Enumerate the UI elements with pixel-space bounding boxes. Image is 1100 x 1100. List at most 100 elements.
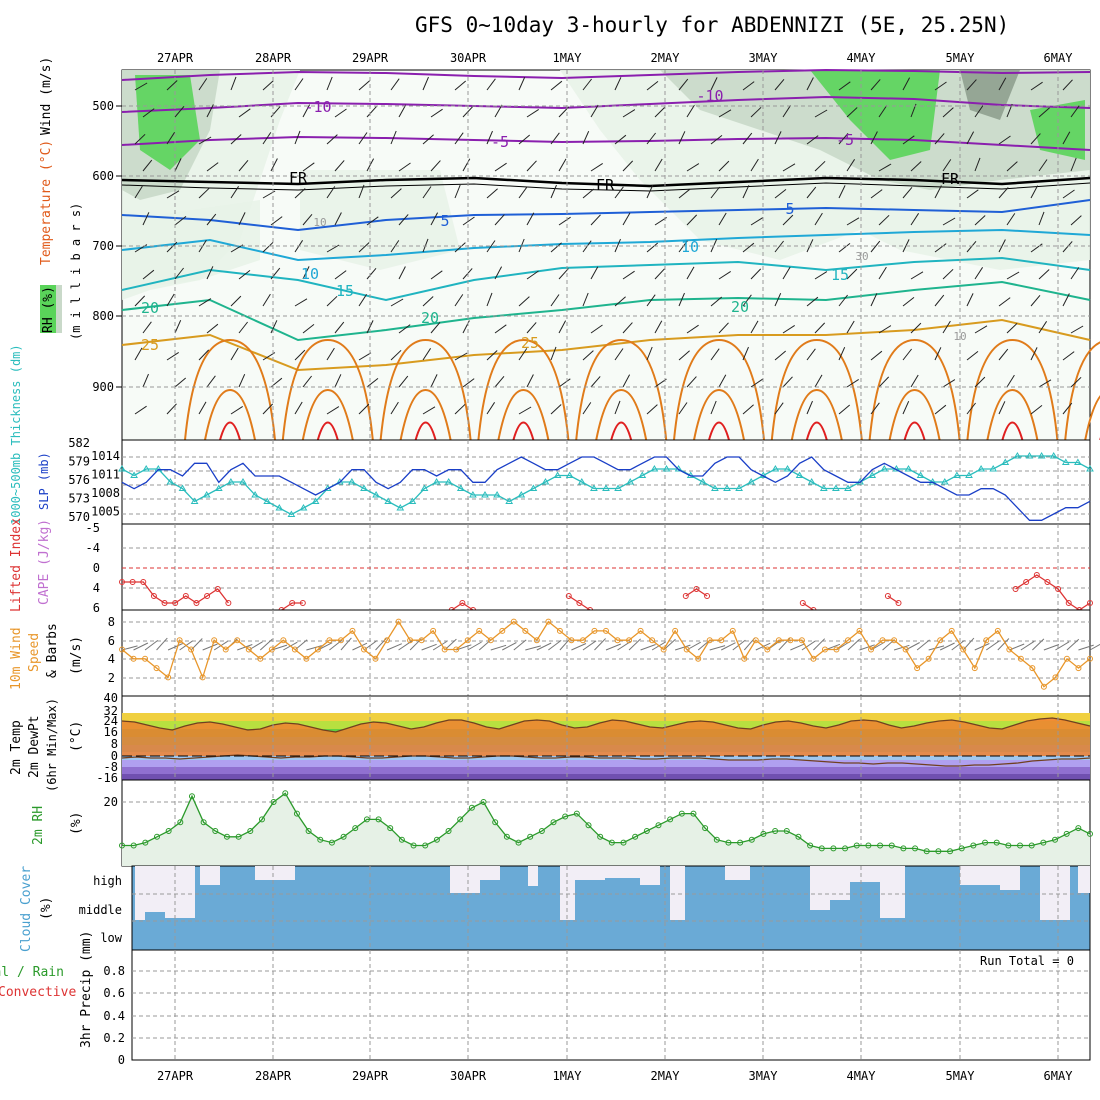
- wind-barb-276: [334, 321, 345, 334]
- wind10m-point-33: [499, 627, 506, 634]
- wind-barb-116: [974, 157, 981, 172]
- wind10m-point-10: [234, 637, 241, 644]
- wind10m-barb-79: [1032, 638, 1045, 651]
- wind10m-barb-4: [167, 643, 183, 651]
- wind-barb-102: [526, 160, 537, 172]
- wind-barb-131: [486, 188, 498, 199]
- contour-label-18: 10: [313, 216, 326, 229]
- wind10m-point-4: [165, 674, 172, 681]
- thickness-point-77: [1049, 452, 1058, 459]
- wind-barb-223: [558, 268, 569, 280]
- thickness-tick-2: 576: [68, 473, 90, 487]
- thickness-point-15: [299, 504, 308, 511]
- rh2m-point-34: [515, 839, 522, 846]
- wind-barb-229: [750, 268, 762, 280]
- temp-arch-35-4: [610, 421, 633, 441]
- thickness-point-56: [795, 471, 804, 478]
- wind-barb-283: [558, 320, 567, 334]
- thickness-point-42: [626, 478, 635, 485]
- top-date-2: 29APR: [352, 51, 389, 65]
- wind10m-point-59: [798, 637, 805, 644]
- thickness-point-45: [662, 465, 671, 472]
- bottom-date-6: 3MAY: [749, 1069, 779, 1083]
- wind-barb-83: [870, 131, 878, 145]
- cloud-gap-14: [725, 866, 750, 880]
- wind-barb-50: [782, 105, 792, 118]
- wind10m-point-39: [568, 637, 575, 644]
- wind-barb-290: [782, 324, 795, 334]
- wind-barb-279: [430, 321, 441, 334]
- wind-barb-93: [238, 159, 249, 172]
- temp2m-tick-3: 16: [104, 725, 118, 739]
- wind-barb-301: [166, 351, 179, 361]
- wind-barb-228: [718, 270, 731, 280]
- rh2m-point-26: [422, 842, 429, 849]
- rh2m-point-64: [865, 842, 872, 849]
- temp-contour-3: [121, 176, 1091, 188]
- wind10m-point-52: [718, 637, 725, 644]
- wind-barb-237: [1006, 271, 1020, 280]
- wind-barb-106: [654, 158, 663, 172]
- wind-barb-141: [806, 186, 817, 199]
- wind-barb-191: [486, 240, 496, 253]
- wind-barb-224: [590, 266, 599, 280]
- cloud-tick-0: high: [93, 874, 122, 888]
- temp-arch-35-3: [512, 421, 535, 441]
- wind-barb-100: [462, 158, 471, 172]
- wind-barb-105: [622, 160, 634, 172]
- wind-barb-126: [326, 186, 336, 199]
- wind-barb-203: [870, 240, 881, 253]
- wind10m-point-66: [879, 637, 886, 644]
- wind-barb-26: [966, 79, 977, 91]
- wind10m-barb-26: [421, 643, 437, 651]
- wind-barb-87: [998, 135, 1011, 145]
- lifted-index-point-6: [182, 593, 189, 599]
- wind10m-point-72: [948, 627, 955, 634]
- wind-barb-0: [134, 82, 148, 91]
- wind-barb-281: [494, 324, 507, 334]
- rh2m-point-60: [818, 845, 825, 852]
- temp-band-4: [122, 713, 1090, 721]
- rh2m-point-73: [970, 842, 977, 849]
- thickness-axis-label: 1000~500mb Thickness (dm): [9, 344, 23, 525]
- wind-barb-90: [142, 159, 153, 172]
- wind10m-point-40: [579, 637, 586, 644]
- thickness-point-0: [118, 465, 126, 472]
- wind-barb-129: [422, 186, 432, 199]
- wind-barb-115: [942, 159, 952, 172]
- wind10m-barb-59: [801, 640, 816, 651]
- wind-barb-315: [614, 348, 624, 361]
- lifted-index-point-91: [1087, 600, 1093, 606]
- wind-barb-241: [166, 293, 175, 307]
- wind-barb-169: [750, 217, 764, 226]
- slp-line: [121, 456, 1091, 521]
- wind-barb-84: [902, 135, 915, 145]
- temp-arch-32-9: [1084, 395, 1100, 441]
- wind-barb-101: [494, 162, 507, 172]
- lifted-index-point-89: [1065, 600, 1072, 606]
- wind-barb-296: [974, 325, 988, 334]
- rh2m-point-58: [795, 833, 802, 840]
- wind10m-point-18: [326, 637, 333, 644]
- wind-barb-270: [142, 321, 152, 334]
- wind-barb-347: [686, 376, 697, 388]
- thickness-point-80: [1086, 465, 1094, 472]
- rh2m-point-4: [165, 828, 172, 834]
- rh2m-point-32: [492, 819, 499, 826]
- wind-barb-216: [334, 270, 347, 280]
- wind-barb-36: [334, 108, 347, 118]
- wind10m-point-78: [1017, 655, 1024, 662]
- wind-barb-327: [998, 348, 1009, 361]
- wind-barb-269: [1062, 293, 1070, 307]
- wind10m-point-28: [441, 646, 448, 653]
- wind-barb-239: [1070, 267, 1080, 280]
- wind10m-barb-80: [1043, 644, 1060, 651]
- thickness-point-50: [723, 484, 731, 491]
- wind-barb-350: [782, 376, 793, 388]
- wind10m-point-26: [418, 637, 425, 644]
- wind10m-barb-33: [502, 642, 517, 651]
- wind-barb-170: [782, 214, 794, 226]
- wind-barb-233: [878, 266, 887, 280]
- wind-barb-339: [430, 374, 438, 388]
- wind-barb-76: [646, 132, 656, 145]
